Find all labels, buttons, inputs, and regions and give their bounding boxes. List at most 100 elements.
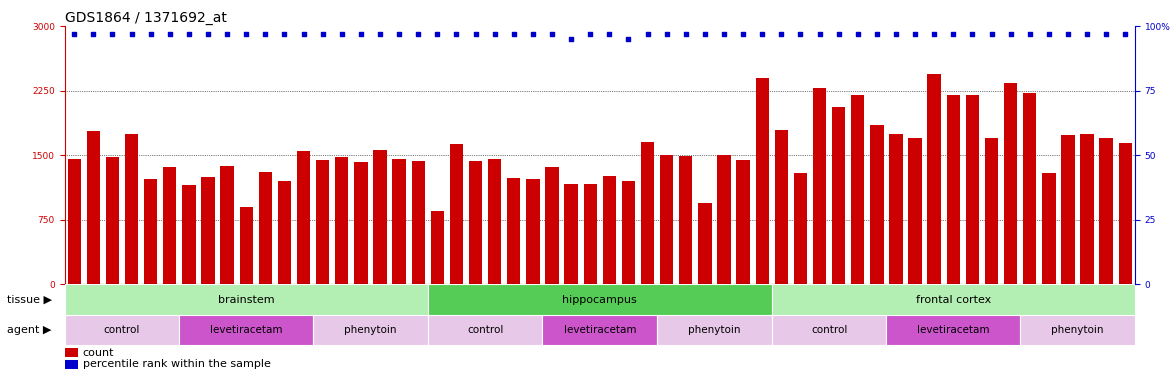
Point (924, 31, 943, 37)
Bar (771, 284, 1135, 315)
Point (160, 31, 179, 37)
Point (657, 31, 676, 37)
Bar (125, 134, 139, 284)
Bar (542, 315, 657, 345)
Bar (984, 138, 998, 284)
Point (65, 31, 83, 37)
Bar (412, 161, 425, 284)
Point (1077, 31, 1096, 37)
Bar (755, 78, 769, 284)
Point (944, 31, 963, 37)
Point (1040, 31, 1058, 37)
Text: tissue ▶: tissue ▶ (7, 295, 52, 304)
Bar (657, 315, 771, 345)
Bar (736, 160, 750, 284)
Point (562, 36, 581, 42)
Text: phenytoin: phenytoin (1051, 325, 1104, 335)
Bar (851, 95, 864, 284)
Bar (717, 155, 730, 284)
Text: frontal cortex: frontal cortex (916, 295, 991, 304)
Bar (182, 184, 195, 284)
Bar (622, 181, 635, 284)
Point (753, 31, 771, 37)
Bar (240, 207, 253, 284)
Point (505, 31, 523, 37)
Point (1116, 31, 1135, 37)
Bar (1004, 83, 1017, 284)
Point (83, 31, 102, 37)
Point (868, 31, 887, 37)
Bar (316, 160, 329, 284)
Bar (67, 159, 81, 284)
Text: levetiracetam: levetiracetam (563, 325, 636, 335)
Bar (428, 315, 542, 345)
Bar (201, 177, 215, 284)
Point (352, 31, 370, 37)
Point (333, 31, 352, 37)
Text: agent ▶: agent ▶ (7, 325, 52, 335)
Bar (373, 150, 387, 284)
Point (619, 36, 637, 42)
Point (887, 31, 906, 37)
Bar (278, 181, 292, 284)
Point (428, 31, 447, 37)
Bar (259, 172, 272, 284)
Bar (602, 176, 616, 284)
Point (829, 31, 848, 37)
Bar (887, 315, 1020, 345)
Bar (1020, 315, 1135, 345)
Bar (775, 130, 788, 284)
Point (1058, 31, 1077, 37)
Point (771, 31, 790, 37)
Point (982, 31, 1001, 37)
Bar (889, 134, 903, 284)
Point (523, 31, 542, 37)
Bar (965, 95, 980, 284)
Point (313, 31, 332, 37)
Text: count: count (82, 348, 114, 358)
Bar (106, 157, 119, 284)
Bar (469, 161, 482, 284)
Text: phenytoin: phenytoin (345, 325, 396, 335)
Point (236, 31, 255, 37)
Text: levetiracetam: levetiracetam (211, 325, 282, 335)
Bar (1081, 134, 1094, 284)
Bar (583, 184, 597, 284)
Point (963, 31, 982, 37)
Point (639, 31, 657, 37)
Point (486, 31, 505, 37)
Point (294, 31, 313, 37)
Bar (430, 211, 445, 284)
Point (256, 31, 275, 37)
Bar (928, 74, 941, 284)
Bar (65, 348, 78, 357)
Point (122, 31, 141, 37)
Bar (163, 166, 176, 284)
Point (103, 31, 122, 37)
Point (906, 31, 924, 37)
Point (180, 31, 199, 37)
Bar (220, 166, 234, 284)
Bar (143, 179, 158, 284)
Point (389, 31, 408, 37)
Bar (794, 172, 807, 284)
Text: control: control (467, 325, 503, 335)
Bar (1061, 135, 1075, 284)
Point (810, 31, 829, 37)
Point (370, 31, 389, 37)
Bar (449, 144, 463, 284)
Point (1097, 31, 1116, 37)
Point (676, 31, 695, 37)
Text: GDS1864 / 1371692_at: GDS1864 / 1371692_at (65, 11, 227, 25)
Bar (393, 159, 406, 284)
Bar (1042, 173, 1056, 284)
Point (581, 31, 600, 37)
Point (466, 31, 485, 37)
Bar (335, 157, 348, 284)
Bar (870, 125, 883, 284)
Text: control: control (811, 325, 847, 335)
Point (141, 31, 160, 37)
Text: phenytoin: phenytoin (688, 325, 741, 335)
Point (447, 31, 466, 37)
Point (542, 31, 561, 37)
